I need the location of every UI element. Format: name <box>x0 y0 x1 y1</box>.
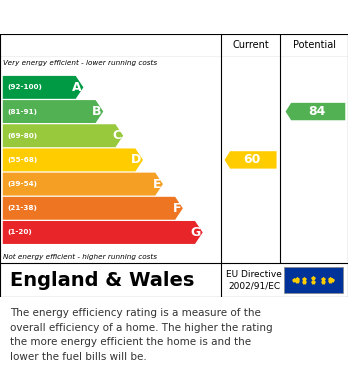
Text: Not energy efficient - higher running costs: Not energy efficient - higher running co… <box>3 254 158 260</box>
Polygon shape <box>3 149 143 171</box>
Bar <box>284 267 343 293</box>
Text: (55-68): (55-68) <box>7 157 37 163</box>
Text: (69-80): (69-80) <box>7 133 37 139</box>
Text: E: E <box>153 178 161 190</box>
Text: G: G <box>191 226 201 239</box>
Text: A: A <box>72 81 82 94</box>
Text: Very energy efficient - lower running costs: Very energy efficient - lower running co… <box>3 60 158 66</box>
Text: (21-38): (21-38) <box>7 205 37 211</box>
Text: F: F <box>173 202 181 215</box>
Polygon shape <box>3 124 123 147</box>
Polygon shape <box>224 151 277 169</box>
Text: Energy Efficiency Rating: Energy Efficiency Rating <box>10 8 239 26</box>
Text: England & Wales: England & Wales <box>10 271 195 290</box>
Text: B: B <box>92 105 102 118</box>
Text: 84: 84 <box>308 105 326 118</box>
Text: (1-20): (1-20) <box>7 230 32 235</box>
Text: Potential: Potential <box>293 40 335 50</box>
Polygon shape <box>3 76 84 99</box>
Text: D: D <box>131 153 141 167</box>
Polygon shape <box>3 173 163 196</box>
Polygon shape <box>286 103 345 120</box>
Text: The energy efficiency rating is a measure of the
overall efficiency of a home. T: The energy efficiency rating is a measur… <box>10 308 273 362</box>
Text: (92-100): (92-100) <box>7 84 42 90</box>
Text: (39-54): (39-54) <box>7 181 37 187</box>
Text: EU Directive
2002/91/EC: EU Directive 2002/91/EC <box>226 270 282 291</box>
Text: 60: 60 <box>244 153 261 167</box>
Polygon shape <box>3 197 183 220</box>
Text: Current: Current <box>232 40 269 50</box>
Polygon shape <box>3 100 103 123</box>
Text: C: C <box>112 129 121 142</box>
Polygon shape <box>3 221 203 244</box>
Text: (81-91): (81-91) <box>7 109 37 115</box>
